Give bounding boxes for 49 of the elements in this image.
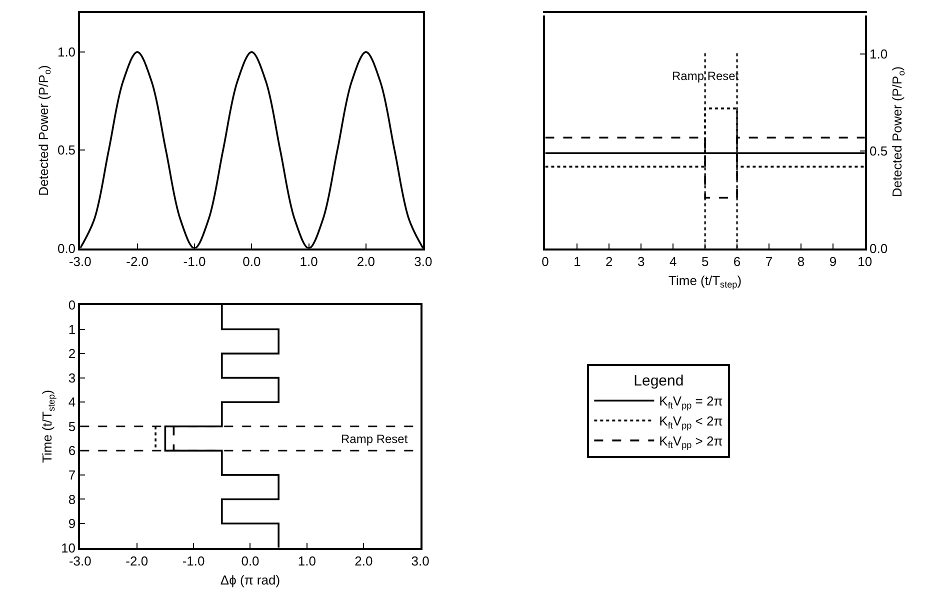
x-tick-label: 2 [606, 254, 613, 269]
x-axis-title: Time (t/T$_{step}$) [668, 272, 742, 290]
y-tick-label: 0.5 [57, 142, 76, 158]
y2-tick-label: 1.0 [869, 46, 888, 62]
x-axis-title: Δϕ (π rad) [220, 572, 280, 588]
y-tick-label: 3 [68, 370, 76, 386]
legend-label: K$_{ft}$V$_{pp}$ < 2π [659, 414, 723, 430]
y-tick-label: 9 [68, 516, 76, 532]
x-tick-label: 0 [542, 254, 549, 269]
y2-tick-label: 0.0 [869, 240, 888, 256]
x-tick-label: 8 [797, 254, 805, 269]
x-tick-label: -3.0 [68, 553, 92, 568]
x-tick-label: 2.0 [356, 254, 375, 269]
x-tick-label: -1.0 [182, 553, 205, 568]
x-tick-label: 4 [669, 254, 677, 269]
x-tick-label: 1.0 [300, 254, 318, 269]
legend-label: K$_{ft}$V$_{pp}$ > 2π [659, 433, 723, 450]
y-tick-label: 4 [68, 394, 76, 410]
legend-label: K$_{ft}$V$_{pp}$ = 2π [659, 394, 723, 410]
x-tick-label: 10 [858, 254, 872, 269]
x-tick-label: -2.0 [126, 254, 149, 269]
y-tick-label: 0 [68, 298, 76, 313]
x-tick-label: 3.0 [414, 254, 432, 269]
y-tick-label: 5 [68, 418, 76, 434]
x-tick-label: 1.0 [298, 553, 316, 568]
x-tick-label: -3.0 [68, 254, 92, 269]
x-tick-label: 0.0 [241, 553, 260, 568]
y-tick-label: 2 [68, 346, 76, 362]
y-tick-label: 1 [68, 322, 76, 337]
y2-tick-label: 0.5 [869, 144, 888, 159]
legend-title: Legend [634, 372, 684, 390]
y-tick-label: 1.0 [57, 44, 76, 60]
x-tick-label: -1.0 [183, 254, 206, 269]
y-tick-label: 7 [68, 468, 76, 482]
x-tick-label: 6 [733, 254, 741, 269]
x-tick-label: 2.0 [354, 553, 373, 568]
x-tick-label: 9 [829, 254, 837, 269]
x-tick-label: 3.0 [411, 553, 430, 568]
x-tick-label: 0.0 [242, 254, 261, 269]
y-tick-label: 8 [68, 492, 76, 507]
y-tick-label: 6 [68, 443, 76, 458]
x-tick-label: 3 [638, 254, 645, 269]
y-tick-label: 10 [61, 540, 76, 556]
x-tick-label: 5 [701, 254, 709, 269]
x-tick-label: 7 [765, 254, 773, 269]
y-tick-label: 0.0 [57, 240, 76, 256]
x-tick-label: -2.0 [126, 553, 148, 568]
annotation: Ramp Reset [341, 432, 408, 446]
x-tick-label: 1 [574, 254, 581, 269]
